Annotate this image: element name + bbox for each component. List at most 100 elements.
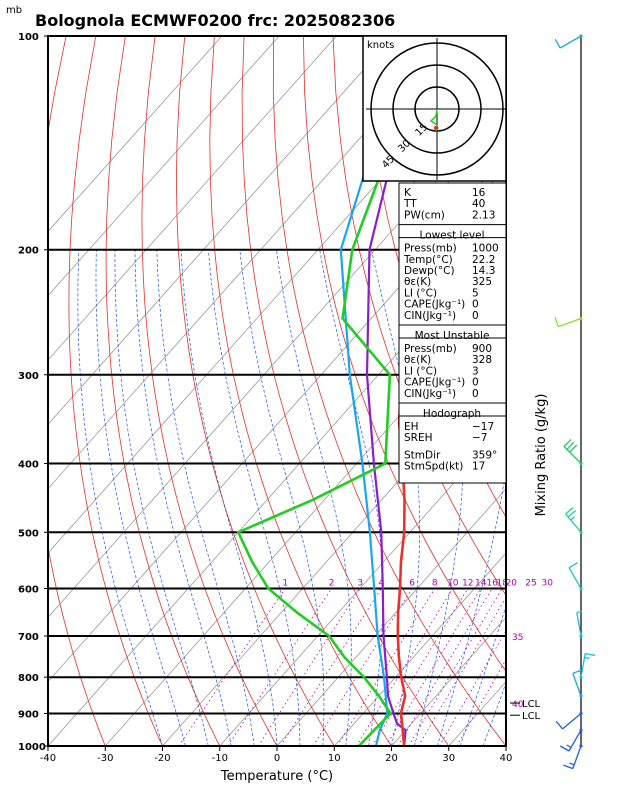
dry-adiabat-30 [241, 36, 450, 746]
wind-barb-staff-900 [562, 713, 582, 730]
wind-barb-feather-850 [572, 669, 583, 674]
dry-adiabat--10 [105, 36, 221, 746]
dewpoint-profile [236, 36, 453, 746]
wind-barbs [554, 34, 596, 770]
index-mu-1-value: 328 [472, 354, 492, 366]
wind-barb-feather-900 [555, 720, 564, 730]
index-top-0-value: 16 [472, 187, 486, 199]
wind-barb-feather-400 [569, 444, 578, 453]
dry-adiabat-130 [541, 36, 618, 746]
moist-adiabat-28 [436, 249, 506, 746]
isotherm--100 [48, 36, 337, 361]
wind-barb-dot-900 [579, 711, 583, 716]
parcel-profile [365, 36, 435, 746]
index-hodo-0-label: EH [404, 421, 419, 433]
pressure-tick-800: 800 [18, 673, 39, 684]
wetbulb-profile [339, 36, 412, 746]
wind-barb-dot-600 [579, 586, 583, 591]
index-lowest-4-value: 5 [472, 287, 479, 299]
wind-barb-feather-250 [554, 317, 560, 327]
pressure-tick-500: 500 [18, 528, 39, 539]
pressure-tick-700: 700 [18, 632, 39, 643]
isotherm-20 [391, 616, 506, 746]
mixing-ratio-label-12: 12 [462, 579, 473, 589]
index-lowest-5-label: CAPE(Jkg⁻¹) [404, 299, 465, 311]
wind-barb-feather-100 [554, 38, 561, 49]
wind-barb-half-500 [570, 516, 575, 521]
dry-adiabat-20 [209, 36, 392, 746]
moist-adiabat-36 [482, 681, 506, 746]
index-hodo-1-label: SREH [404, 432, 433, 444]
dry-adiabat-40 [272, 36, 506, 746]
pressure-tick-400: 400 [18, 460, 39, 471]
pressure-tick-900: 900 [18, 710, 39, 721]
temp-tick-40: 40 [500, 753, 513, 764]
moist-adiabat-4 [208, 249, 301, 746]
dry-adiabat-140 [570, 36, 618, 746]
mixing-ratio-axis-label: Mixing Ratio (g/kg) [534, 394, 549, 517]
isotherm--40 [48, 230, 506, 746]
index-lowest-2-label: Dewp(°C) [404, 265, 455, 277]
moist-adiabat-32 [459, 605, 506, 746]
index-hodo-2-label: StmDir [404, 449, 441, 461]
moist-adiabat--20 [77, 249, 163, 746]
index-lowest-0-value: 1000 [472, 243, 499, 255]
temp-tick--30: -30 [97, 753, 113, 764]
hodograph-storm-motion [433, 125, 439, 131]
wind-barb-feather-1000 [563, 764, 574, 770]
wind-barb-feather-500 [565, 507, 574, 515]
chart-title: Bolognola ECMWF0200 frc: 2025082306 [35, 11, 395, 30]
index-mu-4-value: 0 [472, 388, 479, 400]
pressure-tick-200: 200 [18, 246, 39, 257]
wind-barb-dot-400 [579, 461, 583, 466]
pressure-unit-label: mb [6, 5, 22, 16]
dry-adiabat--30 [48, 36, 106, 746]
wind-barb-400 [563, 438, 583, 466]
temp-tick-30: 30 [442, 753, 455, 764]
wind-barb-half-1000 [569, 762, 575, 766]
wind-barb-dot-950 [579, 728, 583, 732]
mixing-ratio-label-14: 14 [475, 579, 487, 589]
wind-barb-800 [579, 652, 596, 679]
wind-barb-1000 [563, 744, 583, 770]
index-lowest-3-label: θε(K) [404, 276, 431, 288]
most-unstable-title: Most Unstable [415, 330, 490, 342]
index-lowest-2-value: 14.3 [472, 265, 495, 277]
index-mu-3-value: 0 [472, 377, 479, 389]
isotherm--30 [104, 295, 506, 746]
mixing-ratio-line-20 [418, 596, 506, 746]
dry-adiabat-10 [175, 36, 335, 746]
index-mu-3-label: CAPE(Jkg⁻¹) [404, 377, 465, 389]
index-hodo-0-value: −17 [472, 421, 494, 433]
lcl-label-1: LCL [522, 711, 541, 722]
mixing-ratio-label-20: 20 [506, 579, 518, 589]
wind-barb-feather-800 [585, 652, 596, 656]
index-hodo-3-label: StmSpd(kt) [404, 461, 463, 473]
mixing-ratio-line-18 [408, 588, 503, 746]
isotherm--50 [48, 166, 506, 683]
lowest-level-title: Lowest level [419, 230, 484, 242]
moist-adiabat--12 [114, 249, 209, 746]
dry-adiabat-0 [141, 36, 278, 746]
temp-tick--40: -40 [40, 753, 56, 764]
pressure-tick-100: 100 [18, 32, 39, 43]
indices-frame [398, 182, 507, 484]
temp-tick-20: 20 [385, 753, 398, 764]
isotherm--80 [48, 36, 452, 490]
index-hodo-1-value: −7 [472, 432, 487, 444]
index-lowest-1-value: 22.2 [472, 254, 495, 266]
index-hodo-2-value: 359° [472, 449, 497, 461]
dry-adiabat--20 [68, 36, 163, 746]
index-lowest-5-value: 0 [472, 299, 479, 311]
mixing-ratio-label-2: 2 [329, 579, 335, 589]
index-mu-4-label: CIN(Jkg⁻¹) [404, 388, 456, 400]
wind-barb-dot-100 [579, 34, 583, 38]
mixing-ratio-label-18: 18 [496, 579, 508, 589]
wind-barb-dot-800 [579, 675, 583, 679]
isotherm--120 [48, 36, 223, 232]
index-lowest-0-label: Press(mb) [404, 243, 457, 255]
dry-adiabat-60 [332, 36, 506, 596]
index-mu-0-value: 900 [472, 343, 492, 355]
